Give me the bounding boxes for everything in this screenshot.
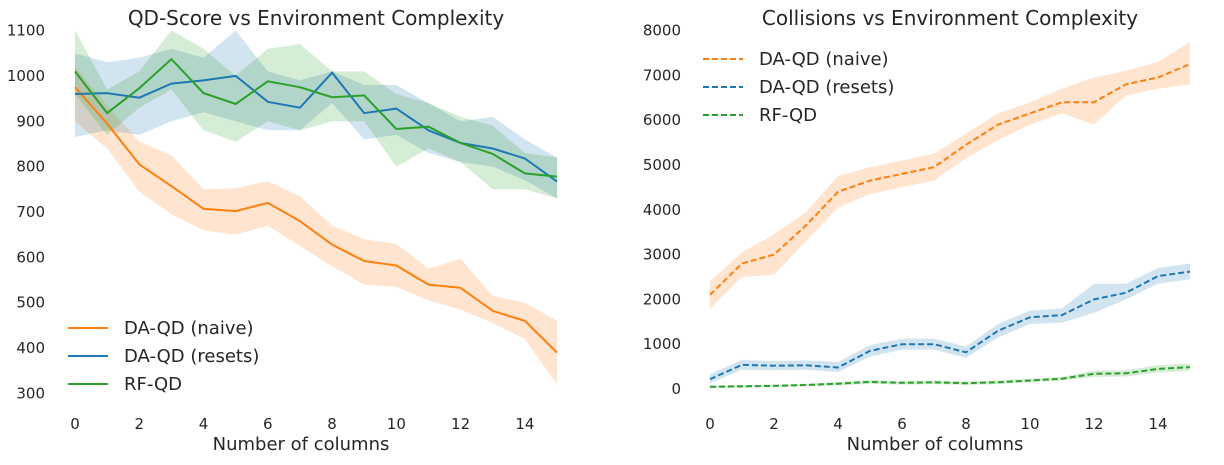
legend-label: DA-QD (naive) [124, 318, 254, 339]
chart-panel-1: QD-Score vs Environment Complexity Number… [7, 6, 558, 455]
x-tick-label: 4 [833, 415, 843, 433]
legend-label: DA-QD (resets) [759, 77, 894, 98]
y-tick-label: 1100 [7, 22, 45, 40]
legend: DA-QD (naive) DA-QD (resets) RF-QD [703, 49, 894, 126]
x-tick-label: 6 [263, 415, 273, 433]
y-tick-label: 5000 [643, 156, 681, 174]
confidence-band-da-qd-naive [75, 66, 557, 385]
x-tick-label: 0 [70, 415, 80, 433]
y-tick-label: 800 [16, 158, 45, 176]
x-tick-label: 4 [199, 415, 209, 433]
y-tick-label: 700 [16, 203, 45, 221]
chart-title: QD-Score vs Environment Complexity [128, 6, 505, 30]
y-tick-label: 1000 [643, 335, 681, 353]
series-line-da-qd-naive [709, 63, 1191, 296]
x-tick-label: 10 [1020, 415, 1039, 433]
x-tick-label: 6 [897, 415, 907, 433]
y-tick-label: 8000 [643, 21, 681, 39]
chart-title: Collisions vs Environment Complexity [762, 6, 1138, 30]
confidence-band-rf-qd [75, 30, 557, 199]
y-tick-label: 4000 [643, 201, 681, 219]
y-tick-label: 3000 [643, 246, 681, 264]
legend-label: DA-QD (resets) [124, 346, 259, 367]
x-tick-label: 14 [1148, 415, 1167, 433]
y-tick-label: 6000 [643, 111, 681, 129]
x-tick-label: 10 [387, 415, 406, 433]
x-tick-label: 12 [451, 415, 470, 433]
series-line-rf-qd [74, 57, 558, 178]
x-axis-label: Number of columns [847, 434, 1024, 455]
x-tick-label: 14 [515, 415, 534, 433]
y-tick-label: 7000 [643, 66, 681, 84]
x-tick-label: 2 [769, 415, 779, 433]
y-tick-label: 500 [16, 294, 45, 312]
y-tick-label: 1000 [7, 67, 45, 85]
x-tick-label: 0 [705, 415, 715, 433]
series-line-da-qd-resets [74, 71, 558, 183]
series-line-rf-qd [709, 366, 1191, 388]
chart-panel-2: Collisions vs Environment Complexity Numb… [643, 6, 1191, 455]
x-tick-label: 8 [327, 415, 337, 433]
x-tick-label: 8 [961, 415, 971, 433]
y-tick-label: 0 [671, 380, 681, 398]
legend-label: DA-QD (naive) [759, 49, 889, 70]
legend-label: RF-QD [124, 374, 182, 395]
series-line-da-qd-resets [709, 270, 1191, 381]
x-axis-label: Number of columns [213, 434, 390, 455]
series-line-da-qd-naive [74, 86, 558, 354]
legend: DA-QD (naive) DA-QD (resets) RF-QD [68, 318, 259, 395]
x-tick-label: 2 [134, 415, 144, 433]
confidence-band-da-qd-naive [710, 41, 1190, 309]
confidence-band-da-qd-resets [75, 30, 557, 199]
x-tick-label: 12 [1084, 415, 1103, 433]
y-tick-label: 900 [16, 112, 45, 130]
y-tick-label: 2000 [643, 290, 681, 308]
y-tick-label: 600 [16, 248, 45, 266]
legend-label: RF-QD [759, 105, 817, 126]
y-tick-label: 400 [16, 339, 45, 357]
y-tick-label: 300 [16, 384, 45, 402]
